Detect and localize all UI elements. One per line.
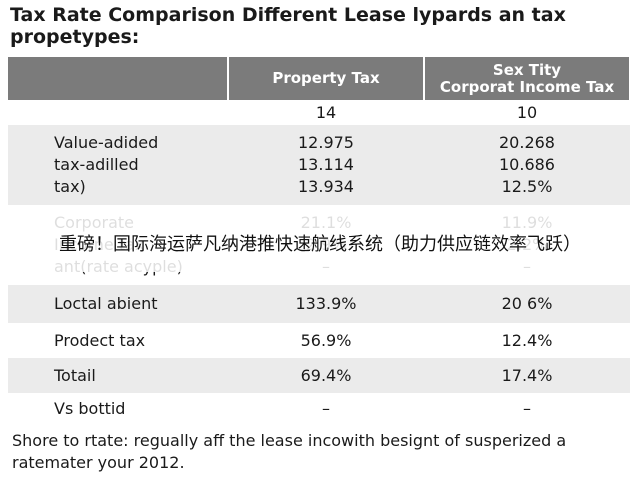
table-cell bbox=[8, 100, 228, 125]
table-cell: 12.4% bbox=[424, 323, 630, 358]
cell-line: Corporat Income Tax bbox=[439, 77, 615, 96]
table-cell: Prodect tax bbox=[8, 323, 228, 358]
table-row: Value-adided tax-adilled tax) 12.975 13.114 1… bbox=[8, 125, 630, 205]
table-cell: 12.975 13.114 13.934 bbox=[228, 125, 424, 205]
cell-line: 12.975 bbox=[298, 133, 354, 152]
cell-line: Sex Tity bbox=[492, 60, 562, 79]
table-cell: Vs bottid bbox=[8, 393, 228, 425]
table-cell: 10 bbox=[424, 100, 630, 125]
table-cell: – bbox=[424, 393, 630, 425]
cell-line: 69.4% bbox=[300, 365, 352, 385]
table-cell: 14 bbox=[228, 100, 424, 125]
cell-line: 17.4% bbox=[501, 365, 553, 385]
table-row: 14 10 bbox=[8, 100, 630, 125]
header-row: Property Tax Sex Tity Corporat Income Tax bbox=[8, 57, 631, 100]
cell-line: Vs bottid bbox=[54, 399, 126, 418]
cell-line: Value-adided bbox=[54, 133, 159, 152]
header-cell: Property Tax bbox=[228, 57, 425, 100]
table-cell: Loctal abient bbox=[8, 285, 228, 323]
cell-line: Prodect tax bbox=[54, 330, 146, 350]
cell-line: 10 bbox=[516, 102, 538, 122]
table-cell: 20.268 10.686 12.5% bbox=[424, 125, 630, 205]
cell-line: 10.686 bbox=[499, 155, 555, 174]
cell-line: 12.5% bbox=[501, 177, 553, 196]
cell-line: 56.9% bbox=[300, 330, 352, 350]
banner: 重磅！国际海运萨凡纳港推快速航线系统（助力供应链效率飞跃） bbox=[0, 214, 640, 272]
table-cell: 69.4% bbox=[228, 358, 424, 393]
tax-table: Property Tax Sex Tity Corporat Income Tax … bbox=[8, 57, 631, 425]
table-cell: 133.9% bbox=[228, 285, 424, 323]
table-row: Vs bottid – – bbox=[8, 393, 630, 425]
title: Tax Rate Comparison Different Lease lypa… bbox=[10, 4, 566, 48]
cell-line: Totail bbox=[54, 365, 96, 385]
cell-line: – bbox=[523, 399, 531, 418]
cell-line: 14 bbox=[315, 102, 337, 122]
cell-line: 13.934 bbox=[298, 177, 354, 196]
cell-line: 133.9% bbox=[295, 294, 357, 313]
table-cell: 20 6% bbox=[424, 285, 630, 323]
table-row: Totail 69.4% 17.4% bbox=[8, 358, 630, 393]
table-cell: Totail bbox=[8, 358, 228, 393]
table-cell: – bbox=[228, 393, 424, 425]
header-cell bbox=[8, 57, 229, 100]
cell-line: – bbox=[322, 399, 330, 418]
cell-line: 20.268 bbox=[499, 133, 555, 152]
table-cell: 56.9% bbox=[228, 323, 424, 358]
cell-line: 12.4% bbox=[501, 330, 553, 350]
table-cell: 17.4% bbox=[424, 358, 630, 393]
cell-line: tax-adilled bbox=[54, 155, 139, 174]
table-cell: Value-adided tax-adilled tax) bbox=[8, 125, 228, 205]
table-row: Loctal abient 133.9% 20 6% bbox=[8, 285, 630, 323]
footnote: Shore to rtate: regually aff the lease i… bbox=[12, 431, 567, 472]
cell-line: Loctal abient bbox=[54, 294, 158, 313]
header-cell: Sex Tity Corporat Income Tax bbox=[424, 57, 631, 100]
cell-line: tax) bbox=[54, 177, 86, 196]
cell-line: 13.114 bbox=[298, 155, 354, 174]
cell-line: Property Tax bbox=[272, 69, 380, 87]
table-row: Prodect tax 56.9% 12.4% bbox=[8, 323, 630, 358]
cell-line: 20 6% bbox=[501, 294, 553, 313]
